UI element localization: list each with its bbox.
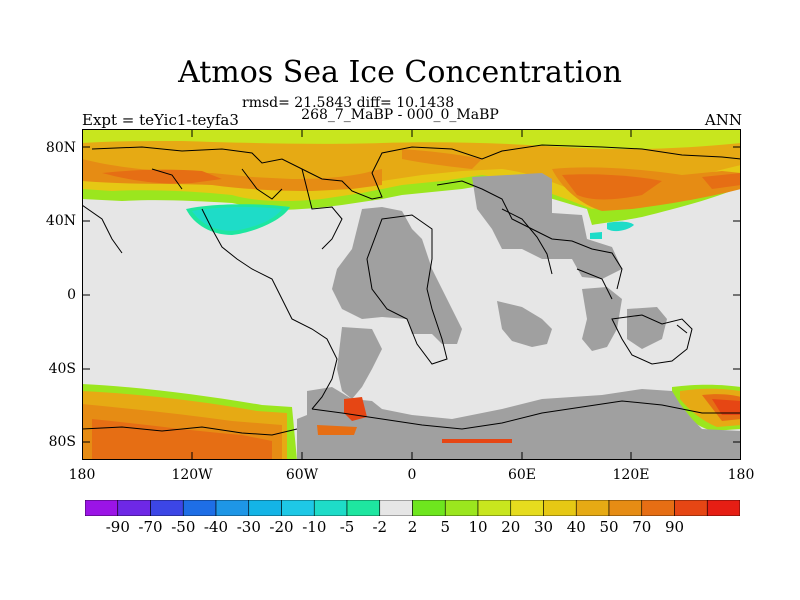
colorbar-tick-label: -5 <box>339 518 355 536</box>
stats-label: rmsd= 21.5843 diff= 10.1438 <box>242 95 455 111</box>
colorbar-tick-label: -30 <box>236 518 261 536</box>
colorbar-box <box>150 500 184 516</box>
colorbar-tick-label: 70 <box>632 518 652 536</box>
lat-label-0: 0 <box>67 287 76 303</box>
east-asia-anomaly-2 <box>590 232 602 239</box>
weddell-anomaly <box>344 397 367 421</box>
colorbar-box <box>85 500 119 516</box>
lon-label-0: 0 <box>407 467 417 483</box>
colorbar-box <box>444 500 479 516</box>
figure-subtitle: 268_7_MaBP - 000_0_MaBP <box>301 107 499 123</box>
lat-label-40n: 40N <box>45 213 76 229</box>
colorbar-box <box>477 500 512 516</box>
colorbar-box <box>412 500 446 516</box>
season-label: ANN <box>704 111 742 129</box>
lon-label-60w: 60W <box>285 467 319 483</box>
colorbar <box>85 500 740 516</box>
colorbar-box <box>182 500 217 516</box>
colorbar-box <box>379 500 413 516</box>
lon-label-180e: 180 <box>727 467 755 483</box>
colorbar-box <box>313 500 348 516</box>
colorbar-tick-label: -90 <box>105 518 130 536</box>
colorbar-tick-label: 50 <box>599 518 619 536</box>
experiment-label: Expt = teYic1-teyfa3 <box>82 111 239 129</box>
colorbar-box <box>706 500 740 516</box>
colorbar-box <box>641 500 675 516</box>
colorbar-box <box>510 500 544 516</box>
colorbar-tick-label: -10 <box>302 518 327 536</box>
ross-anomaly <box>442 439 512 443</box>
land-masses <box>297 173 741 460</box>
north-pacific-anomaly-core <box>192 206 282 231</box>
arctic-ice-field <box>82 129 741 225</box>
lat-label-80s: 80S <box>48 434 76 450</box>
lon-label-180w: 180 <box>68 467 96 483</box>
lon-label-120e: 120E <box>612 467 650 483</box>
colorbar-box <box>215 500 250 516</box>
colorbar-box <box>543 500 577 516</box>
colorbar-box <box>608 500 643 516</box>
colorbar-tick-label: -50 <box>171 518 196 536</box>
lat-label-80n: 80N <box>45 140 76 156</box>
colorbar-box <box>117 500 151 516</box>
figure-title: Atmos Sea Ice Concentration <box>178 55 622 90</box>
ross-anomaly-2 <box>317 425 357 435</box>
colorbar-tick-label: -2 <box>372 518 388 536</box>
map-plot <box>82 129 741 460</box>
coastlines <box>82 144 741 436</box>
colorbar-box <box>674 500 708 516</box>
colorbar-tick-label: 5 <box>440 518 451 536</box>
colorbar-tick-label: 40 <box>566 518 586 536</box>
colorbar-tick-label: 30 <box>533 518 554 536</box>
colorbar-tick-label: 20 <box>501 518 521 536</box>
lon-label-120w: 120W <box>171 467 213 483</box>
colorbar-box <box>281 500 315 516</box>
lat-label-40s: 40S <box>48 361 76 377</box>
axis-ticks <box>82 129 741 460</box>
lon-label-60e: 60E <box>507 467 537 483</box>
antarctic-ice-field <box>82 384 741 460</box>
colorbar-box <box>248 500 282 516</box>
colorbar-tick-label: 2 <box>407 518 418 536</box>
colorbar-tick-label: -70 <box>138 518 163 536</box>
colorbar-tick-label: 90 <box>664 518 685 536</box>
east-asia-anomaly <box>607 221 634 232</box>
colorbar-box <box>575 500 610 516</box>
colorbar-tick-label: -40 <box>203 518 229 536</box>
colorbar-tick-label: 10 <box>468 518 488 536</box>
colorbar-box <box>346 500 381 516</box>
colorbar-tick-label: -20 <box>269 518 294 536</box>
